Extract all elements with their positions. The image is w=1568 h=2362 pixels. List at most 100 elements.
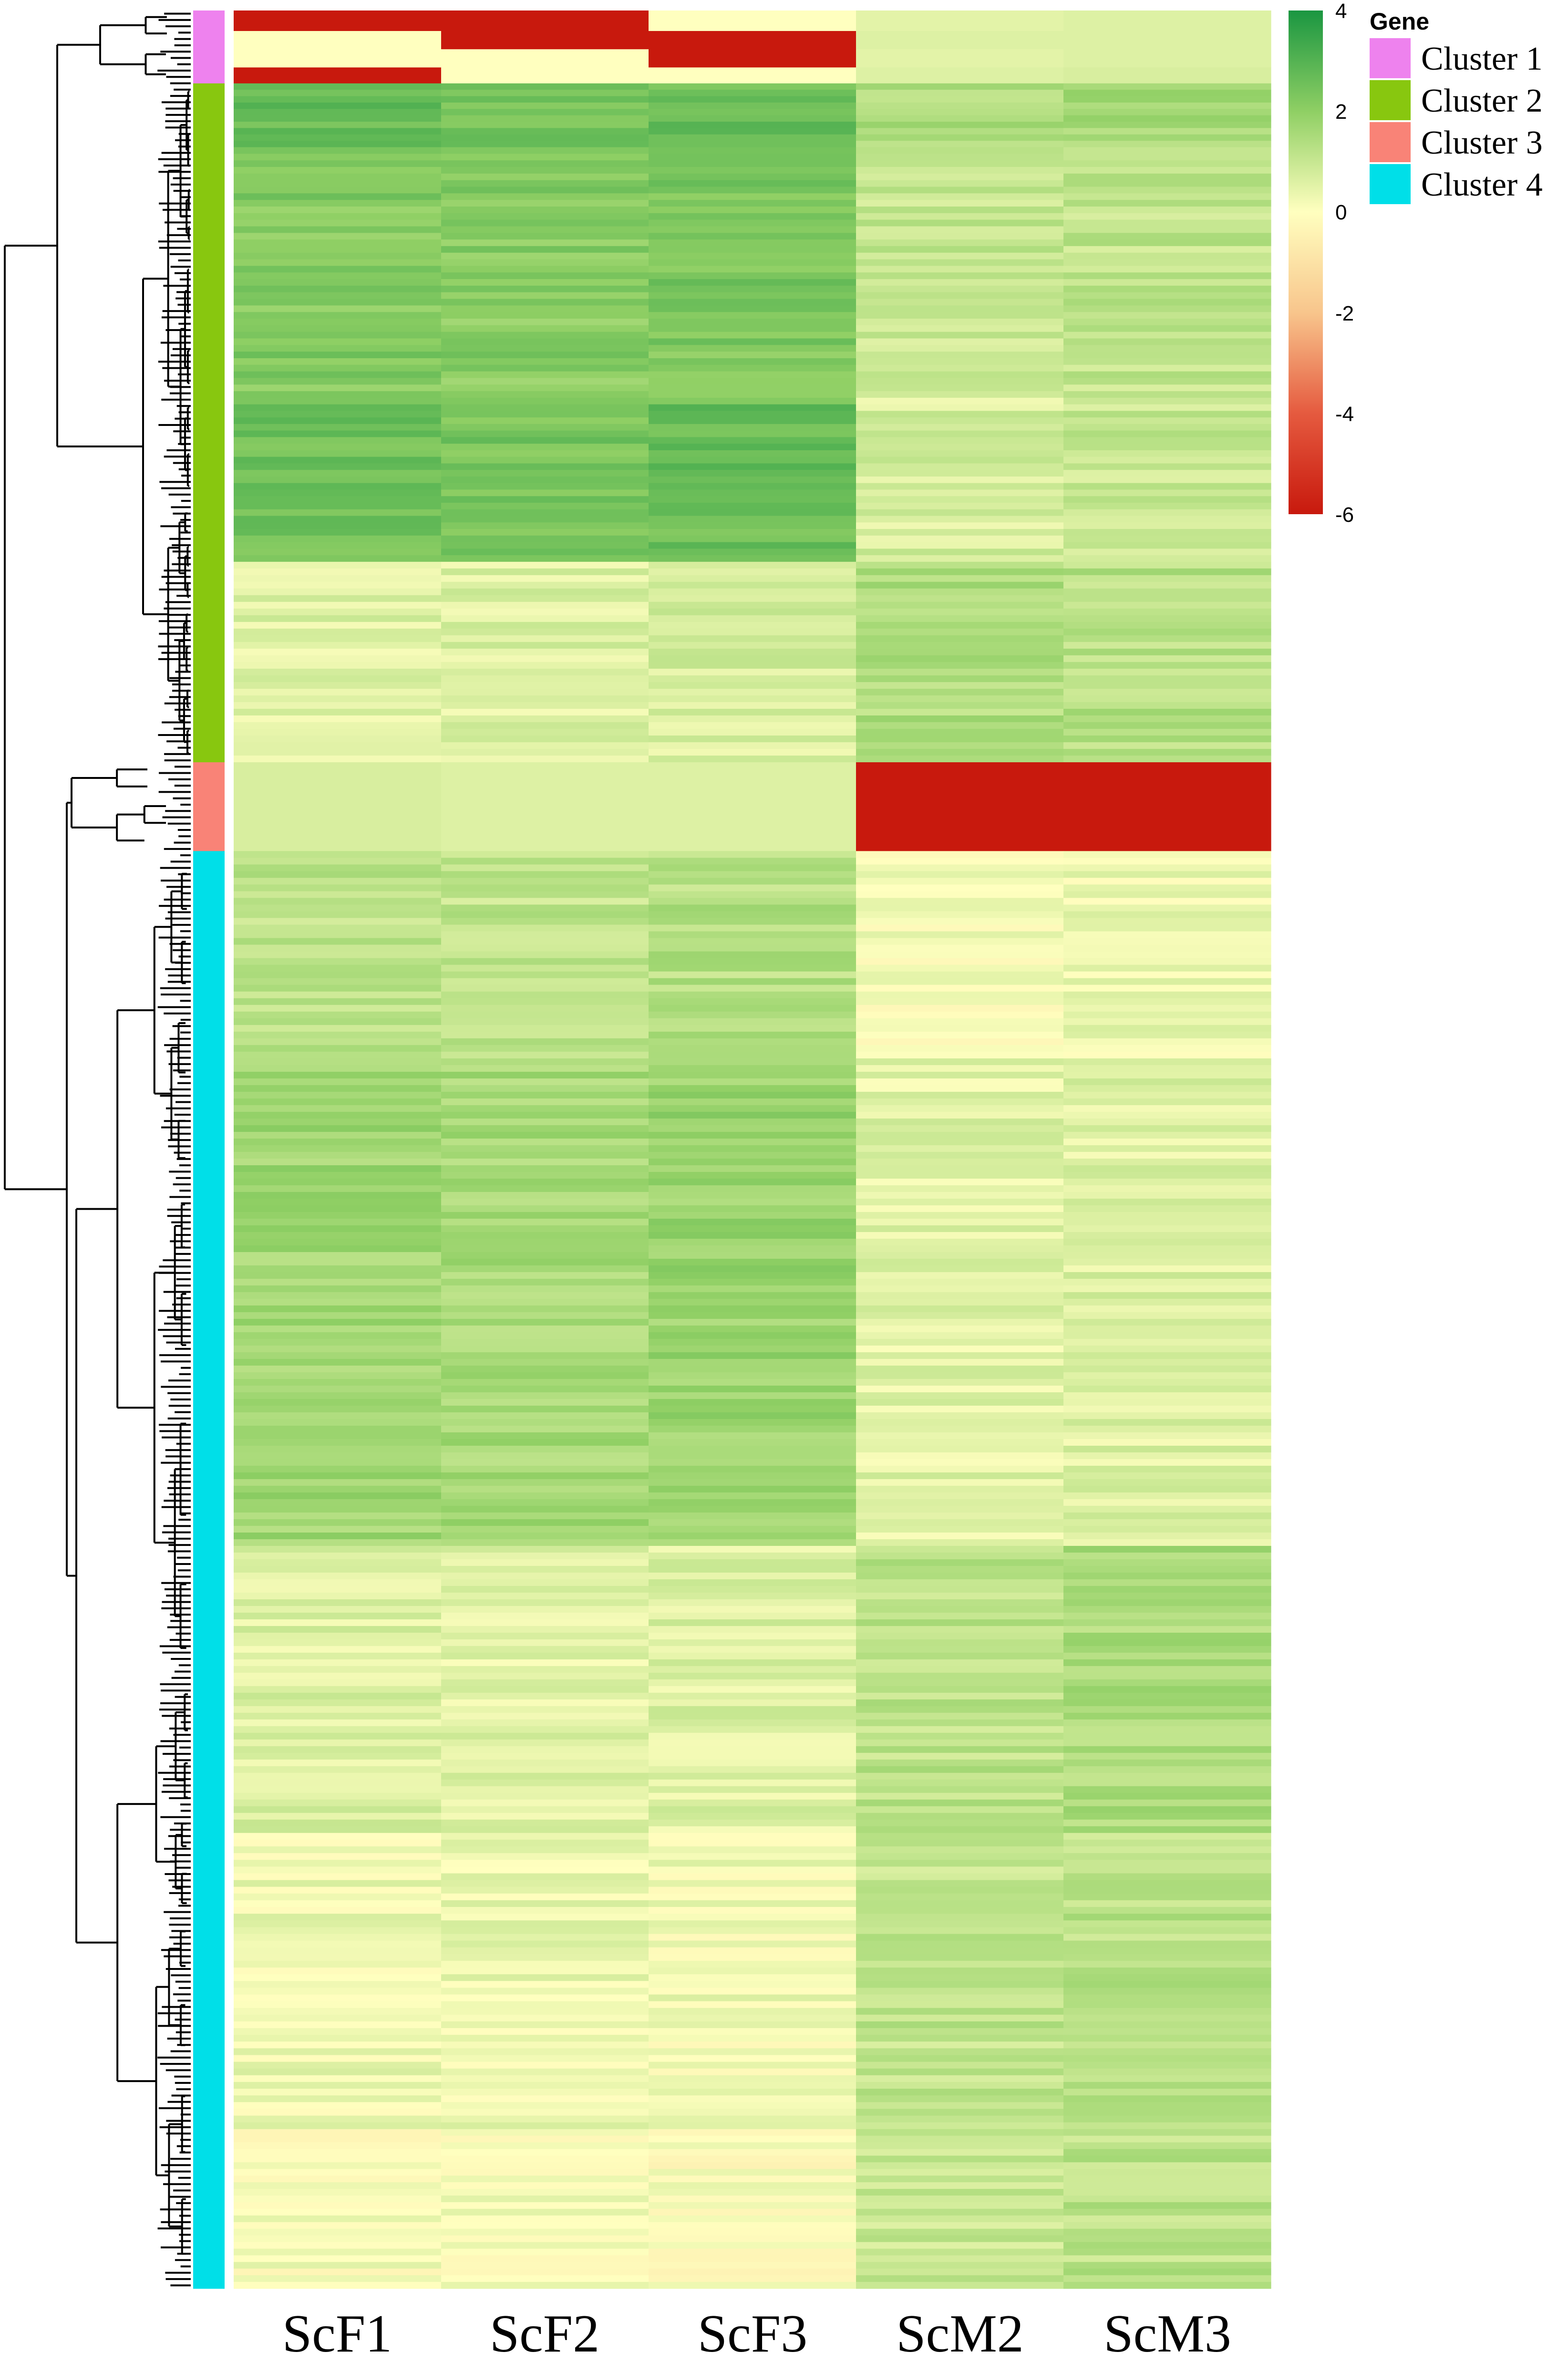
heatmap-cell bbox=[234, 246, 442, 253]
heatmap-cell bbox=[441, 655, 649, 663]
heatmap-cell bbox=[441, 299, 649, 306]
heatmap-cell bbox=[856, 160, 1064, 167]
heatmap-cell bbox=[234, 272, 442, 280]
heatmap-cell bbox=[856, 371, 1064, 378]
heatmap-cell bbox=[234, 742, 442, 749]
heatmap-cell bbox=[1063, 1526, 1271, 1533]
heatmap-cell bbox=[234, 2215, 442, 2223]
color-scale-tick-label: 0 bbox=[1335, 201, 1347, 224]
heatmap-cell bbox=[856, 542, 1064, 549]
heatmap-cell bbox=[234, 2282, 442, 2289]
heatmap-cell bbox=[441, 931, 649, 939]
heatmap-cell bbox=[649, 1386, 856, 1393]
heatmap-cell bbox=[234, 450, 442, 457]
heatmap-cell bbox=[1063, 509, 1271, 517]
heatmap-cell bbox=[441, 2008, 649, 2015]
heatmap-cell bbox=[1063, 1799, 1271, 1807]
heatmap-cell bbox=[856, 272, 1064, 280]
heatmap-cell bbox=[649, 2129, 856, 2136]
heatmap-cell bbox=[234, 2155, 442, 2163]
heatmap-cell bbox=[856, 345, 1064, 352]
heatmap-cell bbox=[1063, 1994, 1271, 2002]
heatmap-cell bbox=[856, 978, 1064, 985]
heatmap-cell bbox=[234, 1968, 442, 1975]
heatmap-cell bbox=[649, 682, 856, 689]
heatmap-cell bbox=[234, 1519, 442, 1526]
heatmap-cell bbox=[1063, 1626, 1271, 1633]
heatmap-cell bbox=[234, 1759, 442, 1767]
heatmap-cell bbox=[441, 535, 649, 543]
heatmap-cell bbox=[441, 1132, 649, 1139]
heatmap-cell bbox=[1063, 2248, 1271, 2256]
heatmap-cell bbox=[441, 991, 649, 999]
heatmap-cell bbox=[1063, 1566, 1271, 1573]
heatmap-cell bbox=[234, 503, 442, 510]
heatmap-cell bbox=[649, 1272, 856, 1279]
heatmap-cell bbox=[441, 2089, 649, 2096]
heatmap-cell bbox=[441, 1179, 649, 1186]
heatmap-cell bbox=[856, 1519, 1064, 1526]
heatmap-cell bbox=[441, 2048, 649, 2055]
heatmap-cell bbox=[1063, 259, 1271, 266]
heatmap-cell bbox=[1063, 1152, 1271, 1159]
heatmap-cell bbox=[856, 470, 1064, 477]
heatmap-cell bbox=[234, 944, 442, 952]
heatmap-cell bbox=[649, 1366, 856, 1373]
heatmap-cell bbox=[234, 682, 442, 689]
heatmap-cell bbox=[649, 1038, 856, 1046]
heatmap-cell bbox=[649, 2041, 856, 2049]
heatmap-cell bbox=[441, 1706, 649, 1713]
heatmap-cell bbox=[441, 2149, 649, 2156]
heatmap-cell bbox=[856, 2135, 1064, 2143]
heatmap-cell bbox=[649, 1880, 856, 1887]
heatmap-cell bbox=[649, 2182, 856, 2189]
heatmap-cell bbox=[856, 938, 1064, 945]
heatmap-cell bbox=[441, 662, 649, 669]
heatmap-cell bbox=[234, 1018, 442, 1026]
heatmap-cell bbox=[649, 756, 856, 763]
heatmap-cell bbox=[234, 615, 442, 622]
heatmap-cell bbox=[649, 1452, 856, 1460]
heatmap-cell bbox=[1063, 404, 1271, 412]
heatmap-cell bbox=[1063, 931, 1271, 939]
heatmap-cell bbox=[856, 2048, 1064, 2055]
heatmap-cell bbox=[649, 1806, 856, 1813]
heatmap-cell bbox=[649, 2062, 856, 2069]
heatmap-cell bbox=[1063, 2176, 1271, 2183]
heatmap-cell bbox=[856, 615, 1064, 622]
heatmap-cell bbox=[234, 1553, 442, 1560]
heatmap-cell bbox=[649, 695, 856, 703]
heatmap-cell bbox=[1063, 1252, 1271, 1259]
heatmap-cell bbox=[649, 2142, 856, 2149]
heatmap-cell bbox=[649, 1192, 856, 1199]
heatmap-cell bbox=[649, 1065, 856, 1072]
heatmap-cell bbox=[441, 2021, 649, 2029]
heatmap-cell bbox=[649, 1132, 856, 1139]
heatmap-cell bbox=[1063, 1513, 1271, 1520]
heatmap-cell bbox=[649, 1346, 856, 1353]
heatmap-cell bbox=[234, 1599, 442, 1606]
heatmap-cell bbox=[856, 305, 1064, 312]
heatmap-cell bbox=[441, 1860, 649, 1867]
heatmap-cell bbox=[1063, 709, 1271, 716]
heatmap-cell bbox=[649, 1726, 856, 1733]
heatmap-cell bbox=[649, 134, 856, 141]
heatmap-cell bbox=[856, 1011, 1064, 1019]
heatmap-cell bbox=[649, 456, 856, 464]
heatmap-cell bbox=[856, 2001, 1064, 2009]
heatmap-cell bbox=[856, 1472, 1064, 1480]
heatmap-cell bbox=[856, 1553, 1064, 1560]
heatmap-cell bbox=[234, 1359, 442, 1366]
heatmap-cell bbox=[856, 2035, 1064, 2042]
heatmap-cell bbox=[441, 1319, 649, 1326]
heatmap-cell bbox=[441, 456, 649, 464]
heatmap-cell bbox=[649, 1011, 856, 1019]
heatmap-cell bbox=[1063, 1846, 1271, 1854]
heatmap-cell bbox=[441, 10, 649, 31]
heatmap-cell bbox=[649, 648, 856, 656]
heatmap-cell bbox=[1063, 1806, 1271, 1813]
heatmap-cell bbox=[649, 1426, 856, 1433]
heatmap-cell bbox=[1063, 1232, 1271, 1239]
heatmap-cell bbox=[1063, 1893, 1271, 1901]
heatmap-cell bbox=[1063, 1968, 1271, 1975]
